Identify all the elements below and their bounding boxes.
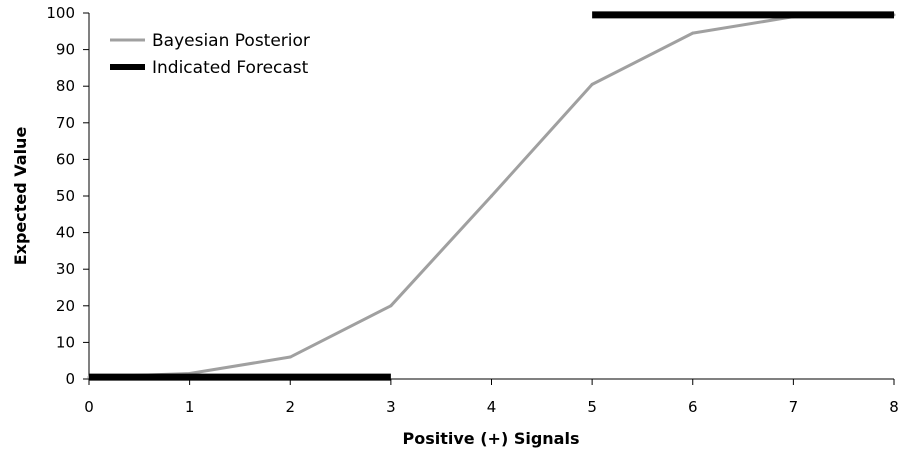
y-axis-ticks: 0 10 20 30 40 50 60 70 80 90 100	[46, 4, 89, 388]
y-tick-label: 90	[56, 41, 75, 59]
y-tick-label: 80	[56, 77, 75, 95]
x-tick-label: 2	[285, 398, 295, 416]
y-tick-label: 10	[56, 333, 75, 351]
data-point-bayesian-posterior	[590, 82, 594, 86]
x-tick-label: 6	[688, 398, 698, 416]
x-tick-label: 5	[587, 398, 597, 416]
legend: Bayesian Posterior Indicated Forecast	[110, 31, 310, 78]
y-tick-label: 0	[65, 370, 75, 388]
legend-label-indicated-forecast: Indicated Forecast	[152, 58, 309, 78]
y-tick-label: 20	[56, 297, 75, 315]
x-axis-title: Positive (+) Signals	[403, 429, 580, 448]
x-tick-label: 3	[386, 398, 396, 416]
y-axis-title: Expected Value	[11, 127, 30, 266]
y-tick-label: 40	[56, 224, 75, 242]
x-tick-label: 4	[487, 398, 497, 416]
x-tick-label: 0	[84, 398, 94, 416]
x-axis-ticks: 0 1 2 3 4 5 6 7 8	[84, 379, 899, 416]
x-tick-label: 1	[185, 398, 195, 416]
data-point-bayesian-posterior	[288, 355, 292, 359]
data-point-bayesian-posterior	[691, 31, 695, 35]
x-tick-label: 8	[889, 398, 899, 416]
plot-area	[87, 11, 896, 381]
y-tick-label: 60	[56, 150, 75, 168]
y-tick-label: 30	[56, 260, 75, 278]
y-tick-label: 70	[56, 114, 75, 132]
y-tick-label: 100	[46, 4, 75, 22]
y-tick-label: 50	[56, 187, 75, 205]
data-point-bayesian-posterior	[490, 194, 493, 198]
x-tick-label: 7	[789, 398, 799, 416]
data-point-bayesian-posterior	[389, 304, 393, 308]
legend-label-bayesian-posterior: Bayesian Posterior	[152, 31, 310, 51]
